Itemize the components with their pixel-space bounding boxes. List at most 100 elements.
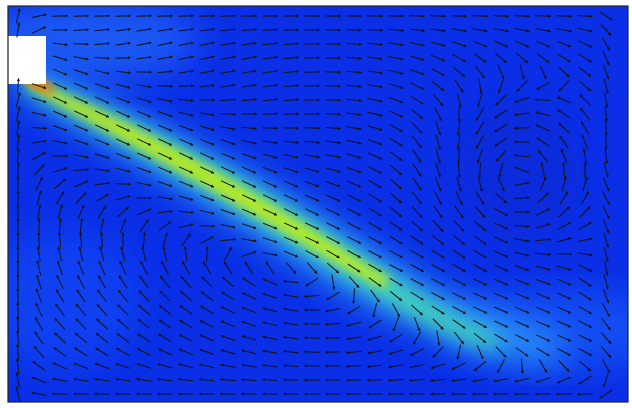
velocity-arrow bbox=[578, 53, 592, 63]
velocity-arrow bbox=[158, 319, 172, 329]
velocity-arrow bbox=[514, 40, 530, 48]
velocity-arrow bbox=[95, 347, 109, 357]
velocity-arrow bbox=[434, 107, 442, 122]
velocity-arrow bbox=[37, 231, 41, 248]
velocity-arrow bbox=[477, 176, 483, 192]
velocity-arrow bbox=[94, 377, 110, 382]
velocity-arrow bbox=[178, 223, 194, 229]
velocity-arrow bbox=[96, 304, 108, 316]
velocity-arrow bbox=[136, 362, 152, 369]
velocity-arrow bbox=[304, 180, 320, 188]
velocity-arrow bbox=[199, 112, 215, 117]
velocity-arrow bbox=[493, 378, 509, 383]
velocity-arrow bbox=[157, 27, 173, 32]
velocity-arrow bbox=[178, 180, 194, 188]
velocity-arrow bbox=[55, 191, 65, 205]
velocity-arrow bbox=[472, 40, 488, 48]
velocity-arrow bbox=[535, 306, 551, 314]
velocity-arrow bbox=[75, 192, 87, 204]
velocity-arrow bbox=[581, 134, 589, 150]
velocity-arrow bbox=[514, 251, 530, 257]
velocity-arrow bbox=[219, 378, 236, 382]
velocity-arrow bbox=[456, 176, 462, 192]
velocity-arrow bbox=[558, 80, 570, 92]
velocity-arrow bbox=[472, 306, 488, 314]
velocity-arrow bbox=[494, 52, 508, 64]
velocity-arrow bbox=[220, 224, 236, 229]
velocity-arrow bbox=[603, 274, 609, 290]
velocity-arrow bbox=[497, 359, 505, 374]
velocity-arrow bbox=[514, 320, 530, 328]
velocity-arrow bbox=[199, 83, 216, 88]
velocity-arrow bbox=[475, 135, 485, 149]
velocity-arrow bbox=[55, 303, 65, 317]
velocity-arrow bbox=[283, 335, 299, 340]
velocity-arrow bbox=[493, 222, 509, 230]
velocity-arrow bbox=[514, 278, 530, 286]
velocity-arrow bbox=[603, 64, 610, 80]
velocity-arrow bbox=[220, 126, 236, 131]
velocity-arrow bbox=[456, 120, 461, 136]
velocity-arrow bbox=[325, 126, 342, 130]
velocity-arrow bbox=[15, 106, 21, 122]
velocity-arrow bbox=[476, 344, 484, 360]
velocity-arrow bbox=[409, 82, 425, 90]
velocity-arrow bbox=[346, 126, 362, 131]
velocity-arrow bbox=[346, 112, 362, 117]
velocity-arrow bbox=[73, 362, 89, 370]
velocity-arrow bbox=[326, 291, 340, 301]
velocity-arrow bbox=[514, 97, 530, 104]
velocity-arrow bbox=[262, 83, 278, 88]
velocity-arrow bbox=[473, 220, 487, 232]
velocity-arrow bbox=[161, 260, 169, 275]
velocity-arrow bbox=[57, 204, 63, 220]
velocity-arrow bbox=[452, 263, 466, 273]
velocity-arrow bbox=[16, 134, 21, 150]
velocity-arrow bbox=[495, 150, 507, 162]
velocity-arrow bbox=[305, 208, 320, 216]
velocity-arrow bbox=[412, 149, 422, 163]
velocity-arrow bbox=[411, 304, 423, 316]
velocity-arrow bbox=[325, 308, 341, 313]
velocity-arrow bbox=[97, 205, 107, 219]
velocity-arrow bbox=[372, 302, 378, 318]
velocity-arrow bbox=[456, 344, 462, 360]
velocity-arrow bbox=[434, 176, 442, 192]
velocity-arrow bbox=[435, 148, 441, 164]
velocity-arrow bbox=[556, 334, 572, 342]
velocity-arrow bbox=[346, 56, 363, 60]
velocity-arrow bbox=[36, 246, 41, 262]
velocity-arrow bbox=[16, 120, 21, 136]
velocity-arrow bbox=[16, 147, 21, 164]
velocity-arrow bbox=[55, 289, 65, 303]
velocity-arrow bbox=[31, 376, 47, 384]
velocity-arrow bbox=[454, 331, 464, 345]
velocity-arrow bbox=[158, 304, 172, 316]
velocity-arrow bbox=[162, 232, 168, 248]
velocity-arrow bbox=[157, 55, 173, 60]
velocity-arrow bbox=[100, 231, 104, 248]
velocity-arrow bbox=[136, 110, 152, 118]
velocity-arrow bbox=[200, 291, 214, 301]
velocity-arrow bbox=[580, 121, 590, 135]
velocity-arrow bbox=[241, 208, 257, 216]
velocity-arrow bbox=[368, 193, 382, 203]
velocity-arrow bbox=[535, 278, 551, 286]
velocity-arrow bbox=[241, 69, 257, 74]
velocity-arrow bbox=[539, 176, 547, 192]
velocity-arrow bbox=[117, 206, 129, 218]
velocity-arrow bbox=[389, 249, 404, 259]
velocity-arrow bbox=[346, 153, 362, 159]
velocity-arrow bbox=[556, 265, 572, 271]
velocity-arrow bbox=[367, 350, 383, 355]
velocity-arrow bbox=[325, 98, 342, 102]
velocity-arrow bbox=[536, 347, 550, 357]
velocity-arrow bbox=[262, 180, 278, 188]
velocity-arrow bbox=[535, 124, 551, 132]
velocity-arrow bbox=[367, 84, 383, 89]
velocity-arrow bbox=[241, 306, 257, 314]
velocity-arrow bbox=[136, 27, 152, 32]
velocity-arrow bbox=[115, 195, 131, 201]
velocity-arrow bbox=[282, 279, 299, 284]
velocity-arrow bbox=[435, 134, 441, 150]
